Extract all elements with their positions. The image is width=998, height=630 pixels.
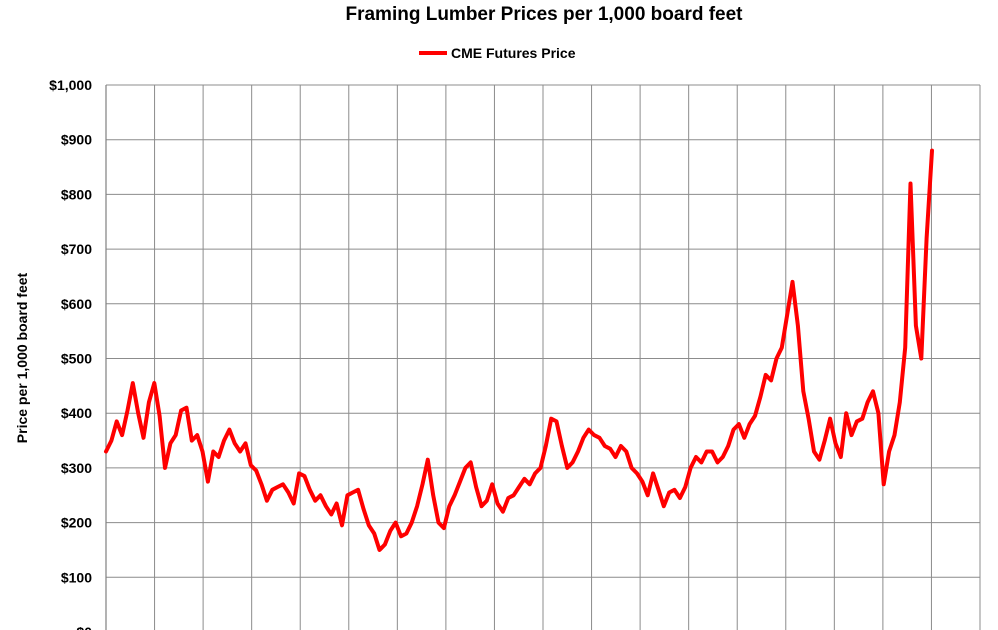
chart-title: Framing Lumber Prices per 1,000 board fe… [345,4,743,25]
legend-label: CME Futures Price [451,45,576,61]
y-tick-label: $700 [61,241,92,257]
y-tick-label: $600 [61,296,92,312]
series-layer [104,148,934,552]
legend-swatch [419,51,447,55]
y-tick-label: $500 [61,351,92,367]
y-tick-label: $900 [61,132,92,148]
y-tick-label: $200 [61,515,92,531]
y-tick-label: $0 [76,624,92,630]
series-line-cme-futures-price [104,148,934,552]
y-tick-labels: $0 $100 $200 $300 $400 $500 $600 $700 $800 $900 $1… [49,77,92,630]
y-tick-label: $1,000 [49,77,92,93]
y-tick-label: $300 [61,460,92,476]
y-tick-label: $800 [61,186,92,202]
y-tick-label: $100 [61,569,92,585]
gridlines [105,84,981,630]
legend: CME Futures Price [419,43,575,63]
y-tick-label: $400 [61,405,92,421]
